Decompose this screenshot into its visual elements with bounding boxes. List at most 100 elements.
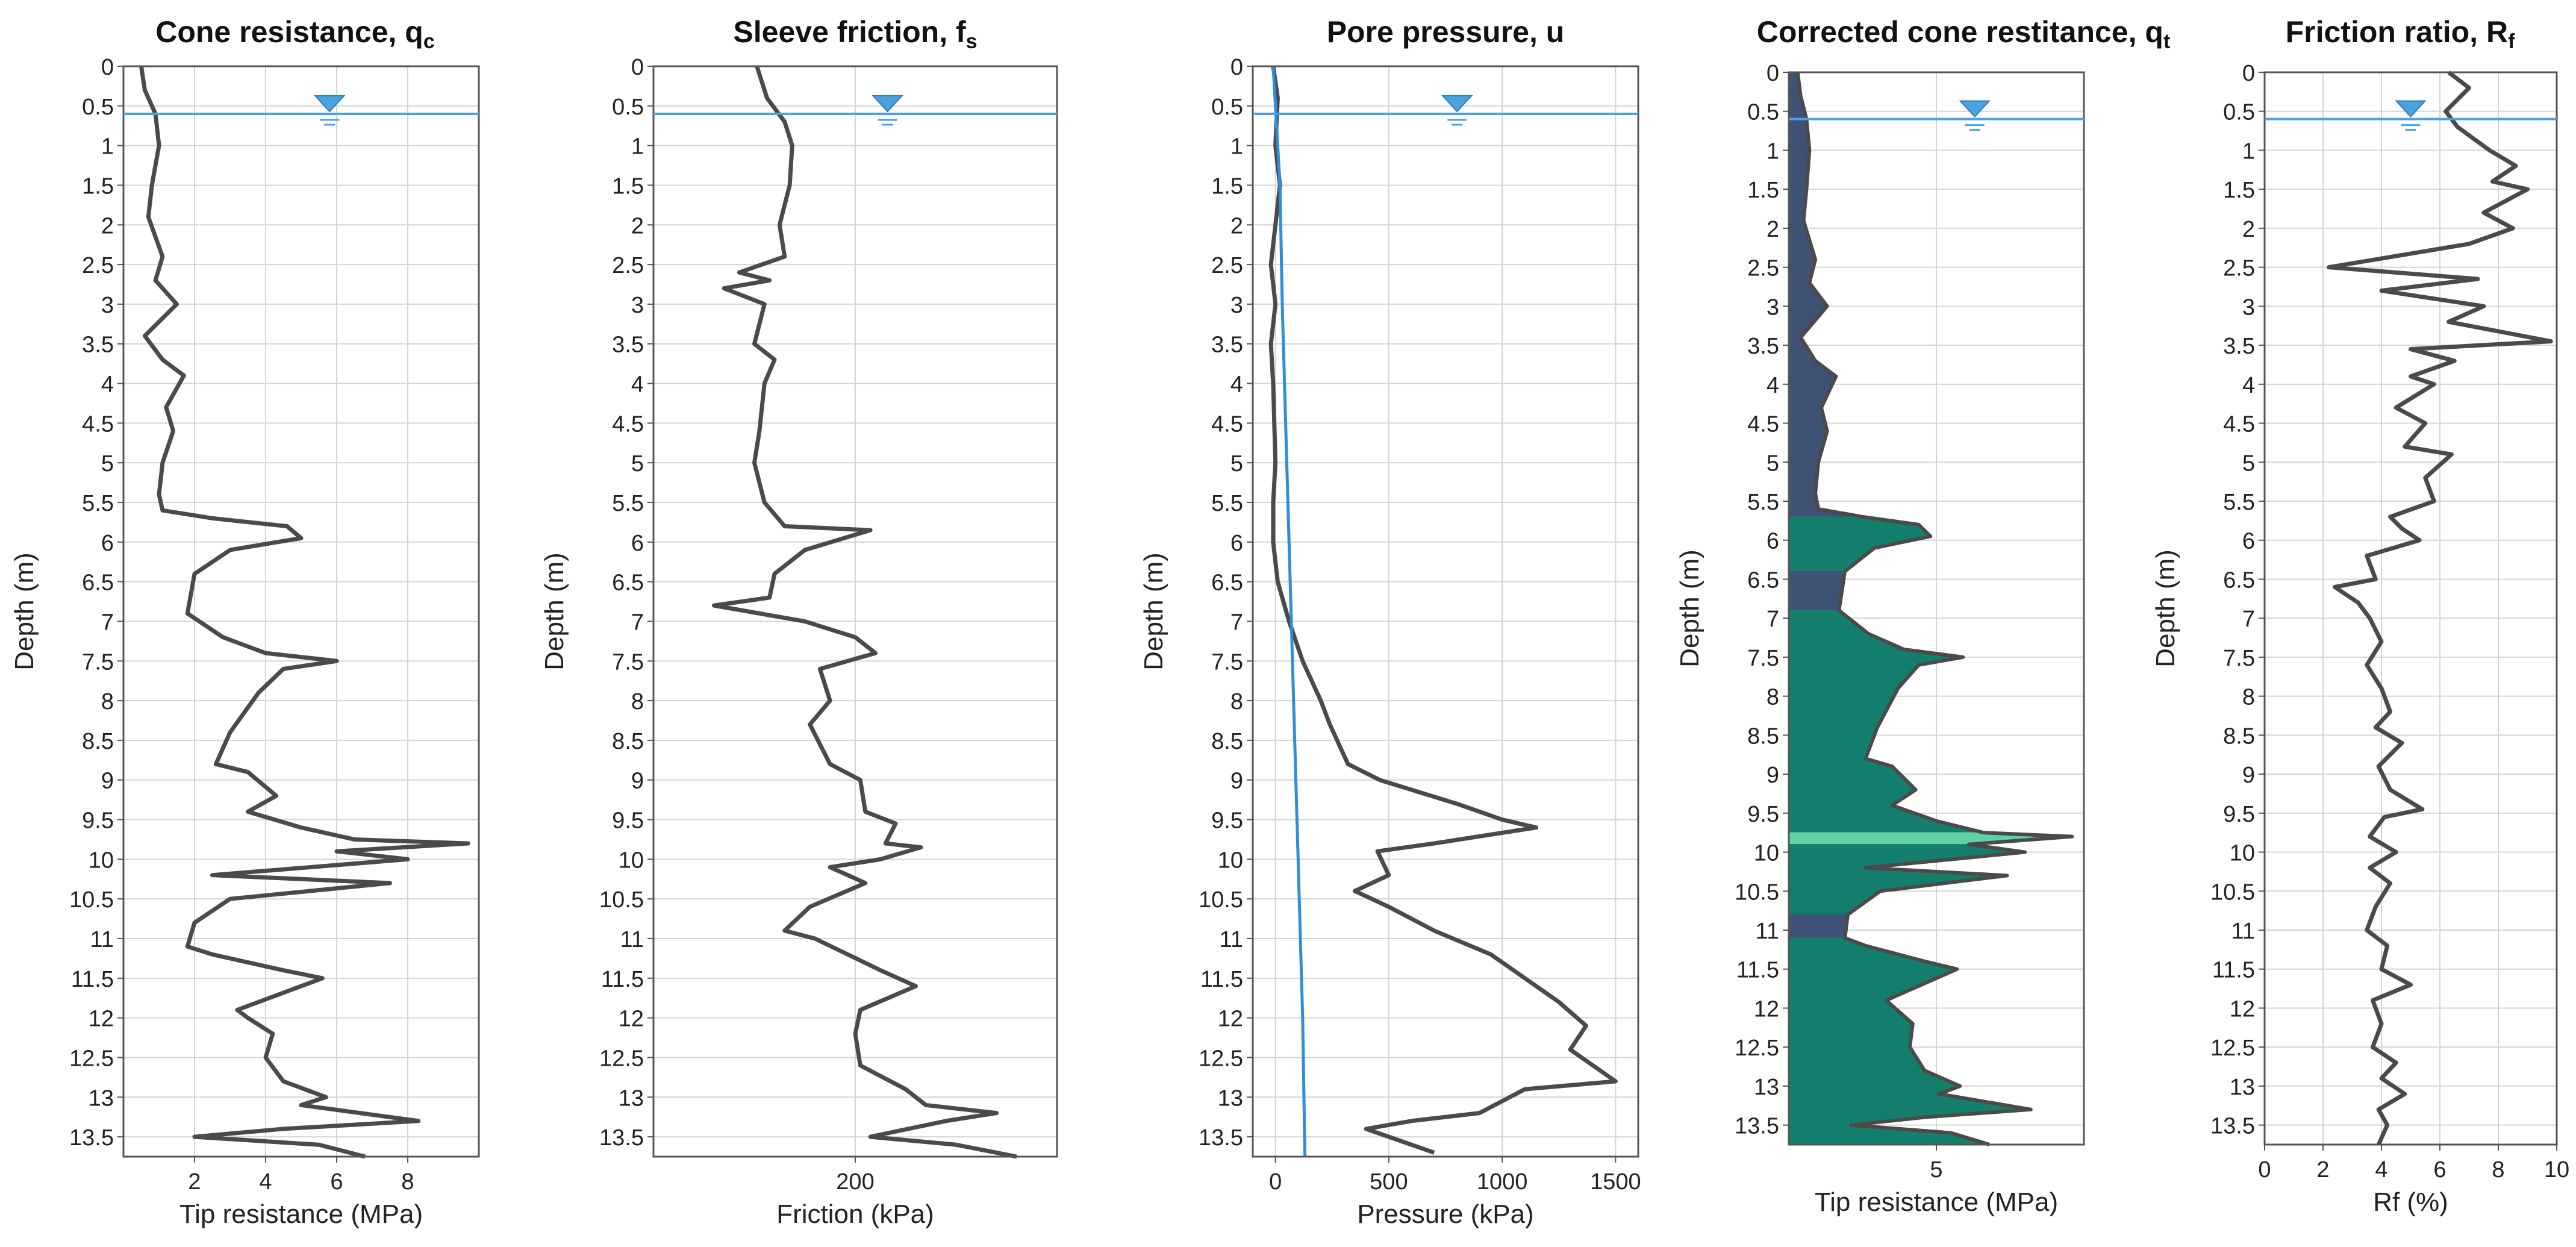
y-tick-label: 6.5: [2223, 567, 2255, 593]
y-axis-label: Depth (m): [1139, 552, 1168, 670]
x-tick-label: 1000: [1477, 1169, 1528, 1195]
x-axis-label: Tip resistance (MPa): [1815, 1187, 2058, 1217]
y-tick-label: 6: [2242, 529, 2255, 554]
y-tick-label: 0.5: [612, 95, 644, 120]
y-axis-label: Depth (m): [2151, 549, 2180, 667]
y-tick-label: 13.5: [1735, 1114, 1779, 1139]
panel-title-main: Sleeve friction, f: [733, 15, 966, 49]
x-tick-label: 2: [188, 1169, 201, 1195]
x-axis-label: Tip resistance (MPa): [179, 1199, 423, 1229]
y-tick-label: 10.5: [1735, 880, 1779, 905]
y-tick-label: 5: [1767, 451, 1779, 476]
y-tick-label: 6: [101, 531, 114, 556]
y-tick-label: 4.5: [2223, 412, 2255, 437]
y-tick-label: 8: [101, 689, 114, 714]
qt-fill-band: [1788, 220, 1816, 260]
y-tick-label: 4.5: [1211, 411, 1243, 437]
y-tick-label: 7.5: [1747, 646, 1779, 671]
y-tick-label: 2.5: [1747, 256, 1779, 281]
y-tick-label: 10.5: [2210, 880, 2255, 905]
y-tick-label: 5.5: [82, 491, 114, 516]
y-axis-label: Depth (m): [10, 552, 39, 670]
water-table-icon: [1441, 95, 1473, 113]
panel-4: Corrected cone restitance, qt00.511.522.…: [1675, 15, 2170, 1217]
x-tick-label: 0: [1269, 1169, 1282, 1195]
water-table-icon: [1959, 100, 1991, 118]
y-tick-label: 3: [1767, 295, 1779, 320]
y-tick-label: 10.5: [599, 887, 644, 913]
panel-5: Friction ratio, Rf00.511.522.533.544.555…: [2151, 15, 2569, 1217]
y-tick-label: 9.5: [1211, 808, 1243, 834]
y-tick-label: 13: [89, 1086, 114, 1111]
y-tick-label: 4: [101, 372, 114, 398]
y-tick-label: 0.5: [1211, 95, 1243, 120]
y-tick-label: 11: [1220, 927, 1243, 952]
y-tick-label: 6: [1767, 529, 1779, 554]
x-tick-label: 8: [401, 1169, 414, 1195]
x-axis-label: Friction (kPa): [776, 1199, 934, 1229]
y-tick-label: 8: [631, 689, 644, 714]
x-tick-label: 10: [2544, 1157, 2569, 1183]
qt-fill-band: [1788, 945, 1925, 962]
y-tick-label: 9.5: [2223, 802, 2255, 827]
y-tick-label: 8.5: [1747, 724, 1779, 749]
series-line-Rf: [2327, 70, 2553, 1146]
y-tick-label: 8: [1230, 689, 1243, 714]
panel-1: Cone resistance, qc00.511.522.533.544.55…: [10, 15, 480, 1229]
y-tick-label: 1.5: [2223, 178, 2255, 203]
y-tick-label: 9: [2242, 763, 2255, 788]
y-tick-label: 8.5: [2223, 724, 2255, 749]
x-tick-label: 500: [1370, 1169, 1408, 1195]
y-tick-label: 4: [1767, 373, 1779, 398]
y-tick-label: 0: [631, 55, 644, 80]
qt-fill-band: [1788, 524, 1932, 537]
y-tick-label: 13.5: [599, 1125, 644, 1151]
y-tick-label: 7.5: [1211, 649, 1243, 675]
y-tick-label: 12.5: [1735, 1036, 1779, 1061]
y-tick-label: 7: [1230, 610, 1243, 635]
y-tick-label: 11.5: [1736, 958, 1779, 983]
y-tick-label: 10: [1218, 848, 1243, 873]
y-tick-label: 10.5: [69, 887, 114, 913]
y-tick-label: 0: [101, 55, 114, 80]
y-tick-label: 7: [1767, 607, 1779, 632]
y-tick-label: 3.5: [1211, 333, 1243, 358]
qt-fill-band: [1788, 727, 1878, 759]
y-tick-label: 7.5: [2223, 646, 2255, 671]
qt-fill-band: [1788, 461, 1819, 494]
y-tick-label: 1: [101, 134, 114, 160]
y-tick-label: 11: [90, 927, 114, 952]
panel-title-subscript: c: [423, 30, 435, 53]
y-tick-label: 5: [1230, 451, 1243, 477]
y-tick-label: 1.5: [612, 173, 644, 199]
panel-title-main: Friction ratio, R: [2286, 15, 2508, 49]
y-tick-label: 6: [1230, 531, 1243, 556]
y-tick-label: 7.5: [82, 649, 114, 675]
y-tick-label: 11.5: [71, 967, 114, 992]
y-tick-label: 3: [631, 293, 644, 318]
y-tick-label: 1: [2242, 139, 2255, 164]
y-tick-label: 12.5: [599, 1046, 644, 1071]
series-line-u2: [1268, 66, 1618, 1155]
y-tick-label: 3.5: [1747, 334, 1779, 359]
y-tick-label: 5.5: [2223, 490, 2255, 515]
y-tick-label: 9.5: [1747, 802, 1779, 827]
y-tick-label: 1: [1767, 139, 1779, 164]
y-tick-label: 6: [631, 531, 644, 556]
y-tick-label: 4.5: [1747, 412, 1779, 437]
x-axis-label: Rf (%): [2373, 1187, 2448, 1217]
panel-title-main: Corrected cone restitance, q: [1757, 15, 2163, 49]
y-tick-label: 3: [2242, 295, 2255, 320]
y-tick-label: 11.5: [601, 967, 644, 992]
y-tick-label: 12: [1754, 996, 1779, 1022]
y-tick-label: 13: [2230, 1075, 2255, 1100]
y-tick-label: 10: [1754, 841, 1779, 866]
y-tick-label: 4: [2242, 373, 2255, 398]
qt-fill-band: [1788, 1086, 1960, 1095]
panel-2: Sleeve friction, fs00.511.522.533.544.55…: [540, 15, 1058, 1229]
y-axis-label: Depth (m): [1675, 549, 1704, 667]
x-tick-label: 4: [2375, 1157, 2387, 1183]
panel-title-main: Pore pressure, u: [1327, 15, 1565, 49]
series-line-qc: [139, 66, 470, 1159]
